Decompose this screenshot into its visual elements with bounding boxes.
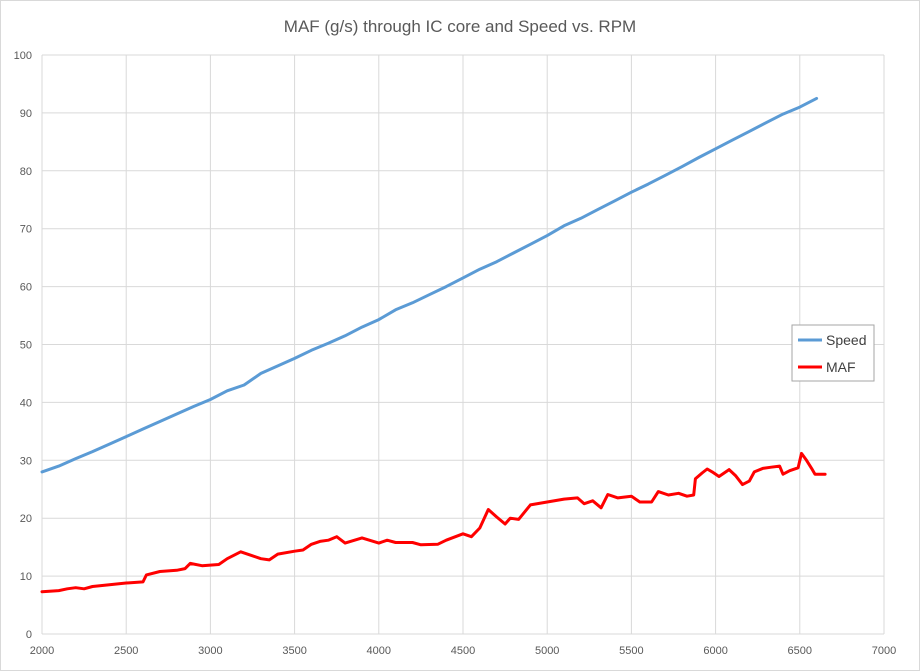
series-lines <box>40 96 827 594</box>
legend-label-maf: MAF <box>826 359 856 375</box>
x-tick-label: 6000 <box>703 645 727 657</box>
x-tick-label: 5500 <box>619 645 643 657</box>
legend: Speed MAF <box>791 324 875 382</box>
tick-labels: 0 10 20 30 40 50 60 70 80 90 100 2000 2500 3000 3500 40… <box>14 50 897 657</box>
series-line-maf <box>40 451 827 594</box>
grid <box>41 54 885 635</box>
x-tick-label: 6500 <box>788 645 812 657</box>
x-tick-label: 2500 <box>114 645 138 657</box>
series-line-speed <box>40 96 819 474</box>
legend-label-speed: Speed <box>826 332 866 348</box>
y-tick-label: 90 <box>20 108 32 120</box>
y-tick-label: 70 <box>20 224 32 236</box>
y-tick-label: 60 <box>20 282 32 294</box>
y-tick-label: 80 <box>20 166 32 178</box>
x-tick-label: 2000 <box>30 645 54 657</box>
y-tick-label: 30 <box>20 455 32 467</box>
x-tick-label: 3000 <box>198 645 222 657</box>
y-tick-label: 100 <box>14 50 32 62</box>
x-tick-label: 7000 <box>872 645 896 657</box>
x-tick-label: 3500 <box>282 645 306 657</box>
chart-title: MAF (g/s) through IC core and Speed vs. … <box>284 17 636 36</box>
legend-box <box>791 324 875 382</box>
y-tick-label: 50 <box>20 340 32 352</box>
x-tick-label: 5000 <box>535 645 559 657</box>
x-tick-label: 4000 <box>367 645 391 657</box>
x-tick-label: 4500 <box>451 645 475 657</box>
y-tick-label: 10 <box>20 571 32 583</box>
y-tick-label: 40 <box>20 397 32 409</box>
y-tick-label: 0 <box>26 629 32 641</box>
y-tick-label: 20 <box>20 513 32 525</box>
